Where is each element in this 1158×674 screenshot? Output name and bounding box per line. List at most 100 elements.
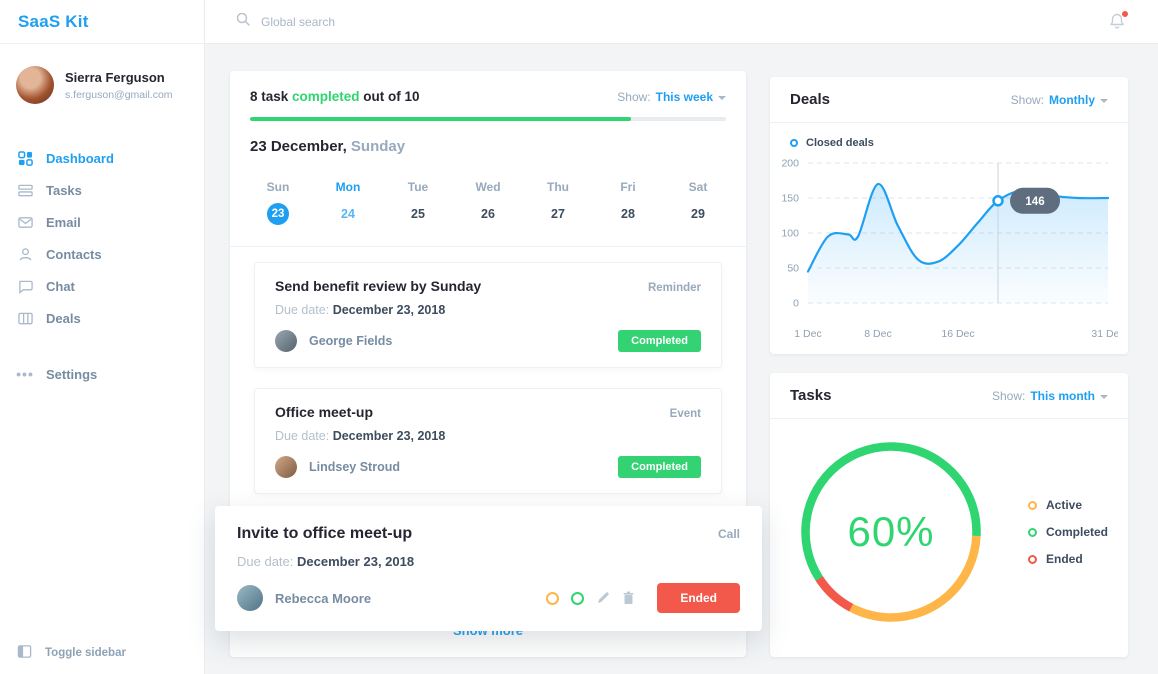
- toggle-sidebar-label: Toggle sidebar: [45, 647, 126, 659]
- task-title: Office meet-up: [275, 404, 374, 420]
- deals-line-chart[interactable]: 0 50 100 150 200 1 Dec 8 Dec 16 Dec 31 Dec 146: [778, 153, 1118, 345]
- task-type-label: Event: [669, 408, 701, 420]
- ended-button[interactable]: Ended: [657, 583, 740, 613]
- day-cell-tue[interactable]: Tue 25: [407, 180, 429, 221]
- deals-legend: Closed deals: [770, 123, 1128, 151]
- ended-legend-dot: [1028, 554, 1037, 564]
- assignee-name: Lindsey Stroud: [309, 460, 400, 474]
- avatar: [275, 456, 297, 478]
- task-progress-summary: 8 task completed out of 10: [250, 89, 420, 104]
- ellipsis-icon: •••: [16, 366, 34, 382]
- notification-badge: [1121, 9, 1129, 18]
- grid-icon: [17, 150, 33, 166]
- task-card[interactable]: Office meet-up Event Due date: December …: [254, 388, 722, 494]
- sidebar-item-chat[interactable]: Chat: [0, 270, 204, 302]
- task-title: Send benefit review by Sunday: [275, 278, 482, 294]
- svg-text:200: 200: [781, 158, 799, 170]
- user-profile[interactable]: Sierra Ferguson s.ferguson@gmail.com: [0, 44, 204, 130]
- day-cell-fri[interactable]: Fri 28: [620, 180, 636, 221]
- mark-completed-toggle[interactable]: [571, 591, 585, 605]
- sidebar-item-tasks[interactable]: Tasks: [0, 174, 204, 206]
- day-cell-sun[interactable]: Sun 23: [254, 180, 302, 225]
- day-cell-mon[interactable]: Mon 24: [335, 180, 361, 221]
- status-badge: Completed: [618, 456, 701, 478]
- task-actions: Ended: [546, 583, 740, 613]
- sidebar-item-label: Tasks: [46, 182, 82, 198]
- user-name: Sierra Ferguson: [65, 69, 165, 85]
- day-cell-sat[interactable]: Sat 29: [688, 180, 708, 221]
- svg-text:150: 150: [781, 193, 799, 205]
- due-date-label: Due date:: [275, 429, 330, 443]
- avatar: [275, 330, 297, 352]
- chat-bubble-icon: [17, 278, 33, 294]
- sidebar-item-dashboard[interactable]: Dashboard: [0, 142, 204, 174]
- due-date-value: December 23, 2018: [332, 429, 446, 443]
- app-logo[interactable]: SaaS Kit: [18, 11, 89, 31]
- sidebar-item-email[interactable]: Email: [0, 206, 204, 238]
- global-search: [235, 11, 1108, 32]
- deals-card-title: Deals: [790, 91, 831, 108]
- current-date: 23 December, Sunday: [250, 138, 406, 155]
- svg-text:31 Dec: 31 Dec: [1091, 328, 1118, 340]
- task-type-label: Call: [717, 527, 740, 541]
- svg-text:0: 0: [793, 298, 799, 310]
- tasks-filter-dropdown[interactable]: Show: This month: [992, 389, 1108, 403]
- week-day-selector: Sun 23 Mon 24 Tue 25 Wed 26 Thu 27: [254, 180, 722, 225]
- mark-active-toggle[interactable]: [546, 591, 560, 605]
- search-input[interactable]: [261, 14, 561, 29]
- svg-text:100: 100: [781, 228, 799, 240]
- sidebar-item-label: Settings: [46, 366, 98, 382]
- day-cell-thu[interactable]: Thu 27: [547, 180, 569, 221]
- avatar: [237, 585, 263, 611]
- search-icon: [235, 11, 251, 32]
- assignee-name: George Fields: [309, 334, 393, 348]
- tasks-donut-chart: 60%: [796, 437, 986, 627]
- avatar: [16, 66, 54, 104]
- sidebar-item-settings[interactable]: ••• Settings: [0, 358, 204, 390]
- svg-text:50: 50: [787, 263, 799, 275]
- task-list: Send benefit review by Sunday Reminder D…: [230, 247, 746, 494]
- status-badge: Completed: [618, 330, 701, 352]
- sidebar-item-label: Chat: [46, 278, 75, 294]
- deals-filter-dropdown[interactable]: Show: Monthly: [1011, 93, 1108, 107]
- divider: [230, 246, 746, 247]
- legend-item-active: Active: [1028, 498, 1108, 512]
- notifications-button[interactable]: [1108, 9, 1129, 32]
- completed-legend-dot: [1028, 527, 1037, 537]
- week-filter-dropdown[interactable]: Show: This week: [617, 90, 726, 104]
- sidebar-panel-icon: [17, 644, 32, 662]
- sidebar-item-contacts[interactable]: Contacts: [0, 238, 204, 270]
- pencil-icon: [598, 592, 610, 603]
- donut-legend: Active Completed Ended: [1028, 498, 1108, 566]
- active-legend-dot: [1028, 500, 1037, 510]
- task-progress-fill: [250, 117, 631, 121]
- svg-text:8 Dec: 8 Dec: [864, 328, 891, 340]
- due-date-label: Due date:: [275, 303, 330, 317]
- task-card[interactable]: Send benefit review by Sunday Reminder D…: [254, 262, 722, 368]
- tasks-overview-panel: 8 task completed out of 10 Show: This we…: [215, 71, 762, 657]
- tasks-donut-card: Tasks Show: This month 60% Active: [770, 373, 1128, 657]
- donut-center-value: 60%: [847, 508, 935, 555]
- sidebar-nav: Dashboard Tasks Email Contacts: [0, 130, 204, 390]
- due-date-label: Due date:: [237, 554, 294, 569]
- chevron-down-icon: [1100, 394, 1108, 399]
- toggle-sidebar-button[interactable]: Toggle sidebar: [17, 644, 126, 662]
- due-date-value: December 23, 2018: [297, 554, 415, 569]
- sidebar: SaaS Kit Sierra Ferguson s.ferguson@gmai…: [0, 0, 205, 674]
- day-cell-wed[interactable]: Wed 26: [475, 180, 501, 221]
- task-card-hovered[interactable]: Invite to office meet-up Call Due date: …: [215, 506, 762, 631]
- edit-button[interactable]: [596, 591, 610, 605]
- deals-card: Deals Show: Monthly Closed deals 0 50 100 1…: [770, 77, 1128, 354]
- legend-item-ended: Ended: [1028, 552, 1108, 566]
- svg-text:146: 146: [1025, 196, 1044, 208]
- delete-button[interactable]: [622, 591, 635, 605]
- completed-highlight: completed: [292, 89, 360, 104]
- task-title: Invite to office meet-up: [237, 525, 413, 542]
- sidebar-item-label: Email: [46, 214, 81, 230]
- chevron-down-icon: [718, 95, 726, 100]
- tasks-card-title: Tasks: [790, 387, 832, 404]
- sidebar-item-deals[interactable]: Deals: [0, 302, 204, 334]
- sidebar-item-label: Deals: [46, 310, 81, 326]
- list-icon: [17, 182, 33, 198]
